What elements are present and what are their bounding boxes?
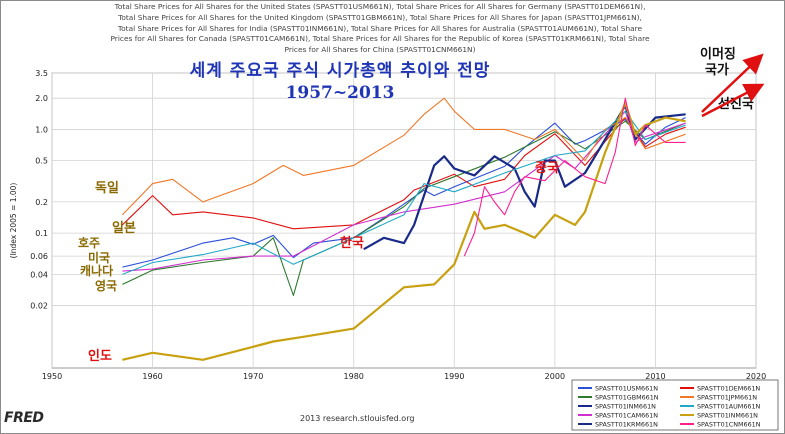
annotation-germany: 독일 — [95, 181, 119, 196]
x-tick-label: 1990 — [444, 372, 464, 381]
korean-title: 세계 주요국 주식 시가총액 추이와 전망 1957~2013 — [130, 56, 550, 103]
title-line: Total Share Prices for All Shares for th… — [114, 2, 646, 11]
annotation-emerging: 이머징 — [700, 46, 736, 62]
legend-label: SPASTT01GBM661N — [595, 394, 659, 402]
grid — [51, 72, 757, 369]
y-tick-label: 0.2 — [35, 198, 48, 207]
korean-title-line2: 1957~2013 — [285, 83, 395, 103]
x-tick-label: 2010 — [645, 372, 665, 381]
legend-label: SPASTT01CNM661N — [697, 421, 761, 429]
annotation-australia: 호주 — [78, 236, 100, 250]
annotation-korea: 한국 — [340, 235, 364, 251]
legend-label: SPASTT01KRM661N — [595, 421, 658, 429]
y-tick-label: 0.5 — [35, 157, 48, 166]
legend-label: SPASTT01AUM661N — [697, 403, 761, 411]
annotation-emerging-2: 국가 — [705, 63, 729, 78]
series-layer — [122, 97, 686, 361]
y-axis-label: (Index 2005 = 1.00) — [9, 183, 18, 259]
x-tick-label: 2020 — [746, 372, 766, 381]
arrow-emerging — [701, 53, 764, 113]
legend-box — [571, 379, 779, 431]
legend-label: SPASTT01DEM661N — [697, 385, 760, 393]
title-line: Total Share Prices for All Shares for th… — [118, 12, 642, 22]
series-line-japan — [122, 97, 686, 216]
y-tick-label: 0.02 — [30, 302, 48, 311]
axes: 3.5 2.0 1.0 0.5 0.2 0.1 0.06 0.04 0.02 1950 1960 19… — [9, 69, 766, 381]
legend-label: SPASTT01JPM661N — [697, 394, 757, 402]
source-text: 2013 research.stlouisfed.org — [300, 414, 415, 423]
annotation-china: 중국 — [535, 161, 559, 176]
y-tick-label: 0.06 — [30, 252, 48, 261]
legend: SPASTT01USM661N SPASTT01DEM661N SPASTT01GB… — [571, 379, 779, 431]
y-tick-label: 2.0 — [35, 94, 48, 103]
chart-title-block: Total Share Prices for All Shares for th… — [40, 2, 720, 56]
series-line-china — [463, 97, 686, 257]
legend-label: SPASTT01INM661N — [697, 412, 758, 420]
title-line: Prices for All Shares for Canada (SPASTT… — [110, 34, 650, 44]
series-line-australia — [122, 110, 686, 275]
x-tick-label: 1960 — [142, 372, 162, 381]
x-tick-label: 1970 — [243, 372, 263, 381]
legend-label: SPASTT01INM661N — [595, 403, 656, 411]
y-tick-label: 1.0 — [35, 125, 48, 134]
legend-label: SPASTT01USM661N — [595, 385, 658, 393]
fred-logo: FRED — [4, 410, 44, 426]
x-tick-label: 1980 — [344, 372, 364, 381]
y-tick-label: 0.04 — [30, 270, 48, 279]
korean-title-line1: 세계 주요국 주식 시가총액 추이와 전망 — [189, 61, 491, 81]
annotation-uk: 영국 — [95, 278, 117, 293]
annotation-japan: 일본 — [112, 221, 136, 236]
x-tick-label: 2000 — [545, 372, 565, 381]
annotation-usa: 미국 — [88, 250, 110, 265]
annotation-india: 인도 — [88, 348, 112, 364]
annotation-canada: 캐나다 — [80, 263, 113, 278]
x-tick-label: 1950 — [42, 372, 62, 381]
y-tick-label: 0.1 — [35, 229, 48, 238]
plot-area — [51, 72, 757, 369]
legend-label: SPASTT01CAM661N — [595, 412, 658, 420]
y-tick-label: 3.5 — [35, 69, 48, 78]
title-line: Prices for All Shares for China (SPASTT0… — [284, 45, 476, 55]
title-line: Total Share Prices for All Shares for In… — [117, 23, 643, 33]
arrow-developed — [701, 83, 765, 118]
